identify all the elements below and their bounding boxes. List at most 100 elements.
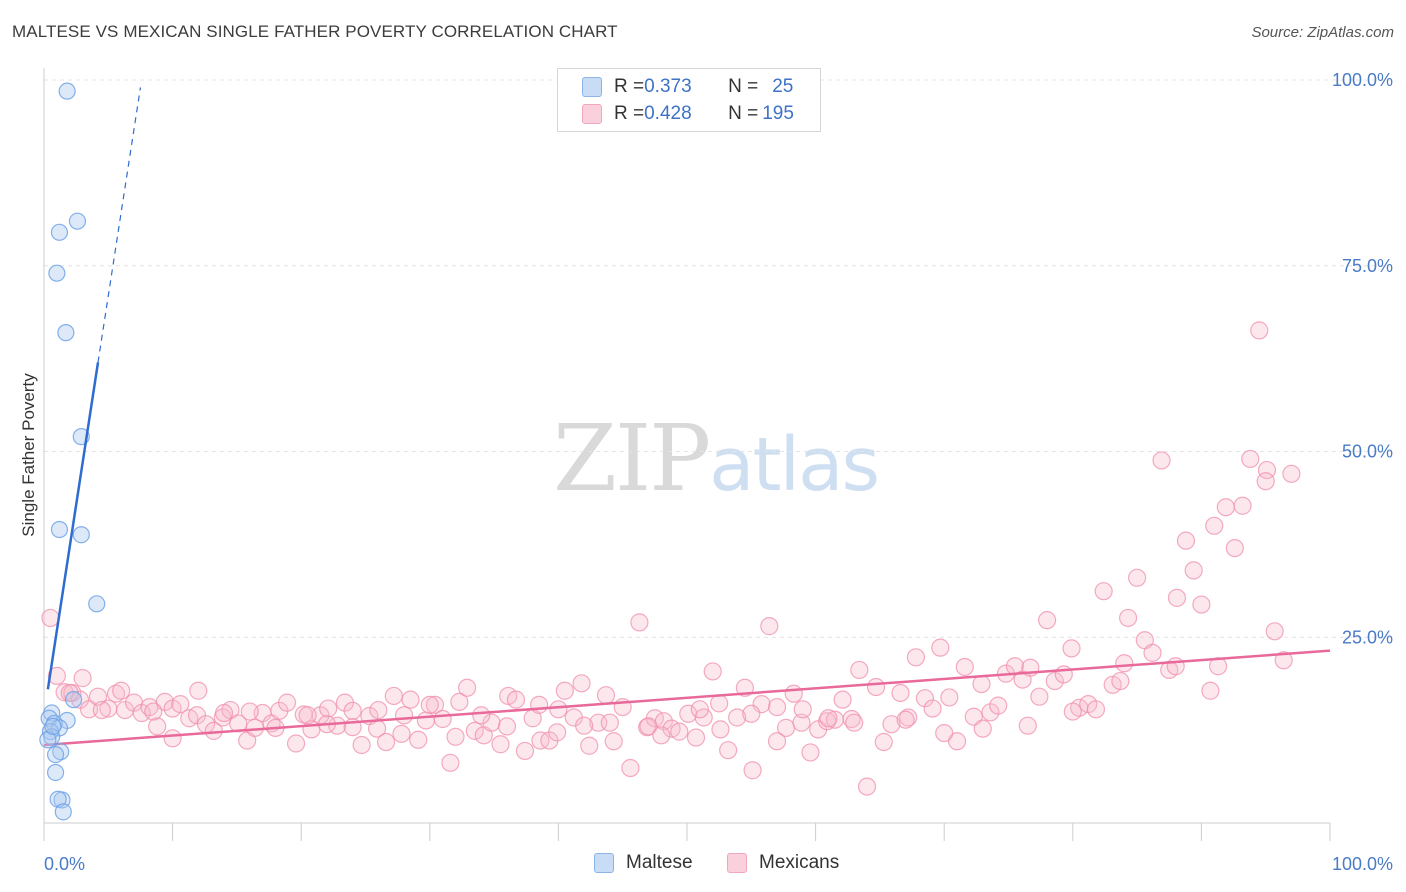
legend-swatch-mexicans [582, 104, 602, 124]
mexicans-point [1216, 498, 1235, 517]
mexicans-point [530, 695, 549, 714]
mexicans-point [793, 700, 812, 719]
mexicans-point [955, 657, 974, 677]
mexicans-point [801, 743, 820, 762]
mexicans-point [972, 674, 991, 694]
watermark-atlas: atlas [709, 422, 880, 508]
mexicans-point [376, 732, 396, 752]
mexicans-point [973, 719, 992, 738]
chart-title: MALTESE VS MEXICAN SINGLE FATHER POVERTY… [12, 22, 618, 41]
mexicans-point [639, 717, 658, 736]
mexicans-point [214, 703, 234, 723]
mexicans-point [515, 741, 535, 761]
mexicans-point [891, 683, 910, 703]
maltese-point [50, 520, 69, 539]
legend-row-mexicans: R = 0.428 N = 195 [582, 102, 794, 126]
maltese-point [72, 526, 90, 544]
mexicans-point [596, 686, 616, 705]
mexicans-point [600, 713, 619, 732]
mexicans-point [1274, 651, 1293, 670]
maltese-point [50, 223, 69, 241]
maltese-point [54, 803, 72, 821]
mexicans-point [1176, 531, 1196, 550]
mexicans-point [240, 702, 259, 721]
mexicans-point [441, 753, 460, 772]
mexicans-point [1167, 588, 1187, 607]
mexicans-point [1037, 611, 1057, 630]
mexicans-point [433, 709, 452, 729]
mexicans-point [1205, 516, 1224, 535]
watermark-zip: ZIP [553, 405, 711, 512]
legend-row-maltese: R = 0.373 N = 25 [582, 75, 793, 99]
mexicans-point [686, 728, 706, 747]
series-label-maltese: Maltese [626, 852, 693, 873]
series-label-mexicans: Mexicans [759, 852, 840, 873]
mexicans-point [621, 758, 640, 778]
legend-n-value: 25 [772, 76, 794, 97]
mexicans-point [394, 706, 414, 725]
mexicans-point [1201, 681, 1220, 700]
mexicans-point [604, 732, 623, 751]
maltese-point [68, 212, 87, 230]
mexicans-point [352, 735, 371, 755]
mexicans-point [784, 684, 803, 703]
mexicans-point [1062, 639, 1081, 658]
mexicans-point [931, 638, 950, 657]
legend-n-value: 195 [762, 103, 794, 124]
mexicans-point [450, 692, 469, 711]
mexicans-point [491, 735, 510, 754]
mexicans-point [710, 694, 729, 713]
mexicans-point [106, 684, 126, 703]
mexicans-point [73, 669, 92, 688]
mexicans-point [742, 704, 761, 723]
mexicans-point [719, 741, 738, 760]
x-tick-label: 0.0% [44, 854, 85, 874]
mexicans-point [319, 699, 338, 718]
mexicans-point [482, 713, 501, 732]
mexicans-point [1233, 496, 1252, 515]
mexicans-point [630, 613, 649, 632]
mexicans-point [760, 617, 779, 636]
mexicans-point [580, 736, 599, 755]
legend-n-label: N = [728, 76, 759, 97]
mexicans-point [506, 690, 526, 709]
mexicans-point [88, 687, 108, 706]
correlation-legend: R = 0.373 N = 25 R = 0.428 N = 195 [557, 68, 821, 132]
series-legend-mexicans: Mexicans [727, 852, 839, 874]
mexicans-point [940, 688, 959, 707]
mexicans-point [1118, 608, 1138, 628]
mexicans-point [1086, 700, 1106, 719]
mexicans-point [1063, 702, 1082, 721]
legend-r-value: 0.428 [644, 103, 692, 124]
mexicans-point [92, 700, 111, 720]
mexicans-point [47, 666, 66, 685]
mexicans-point [947, 732, 967, 751]
y-tick-label: 50.0% [1342, 442, 1393, 462]
mexicans-point [189, 681, 208, 700]
mexicans-point [549, 700, 568, 719]
mexicans-point [144, 702, 163, 721]
maltese-point [49, 790, 67, 808]
mexicans-point [1094, 582, 1113, 601]
mexicans-point [1030, 687, 1049, 706]
mexicans-point [465, 721, 484, 740]
mexicans-point [833, 690, 852, 709]
mexicans-point [1018, 716, 1037, 735]
mexicans-point [711, 720, 730, 739]
mexicans-point [1127, 568, 1147, 587]
mexicans-point [819, 709, 838, 728]
mexicans-point [163, 729, 182, 748]
legend-swatch-maltese [582, 77, 602, 97]
mexicans-point [743, 761, 762, 780]
mexicans-point [703, 662, 722, 681]
mexicans-point [792, 713, 811, 732]
source-label: Source: ZipAtlas.com [1251, 24, 1394, 41]
mexicans-point [670, 722, 689, 741]
mexicans-point [690, 700, 709, 719]
maltese-point [57, 324, 75, 342]
legend-r-label: R = [614, 103, 645, 124]
maltese-point [46, 763, 65, 782]
mexicans-point [1265, 622, 1284, 641]
mexicans-point [343, 701, 362, 720]
